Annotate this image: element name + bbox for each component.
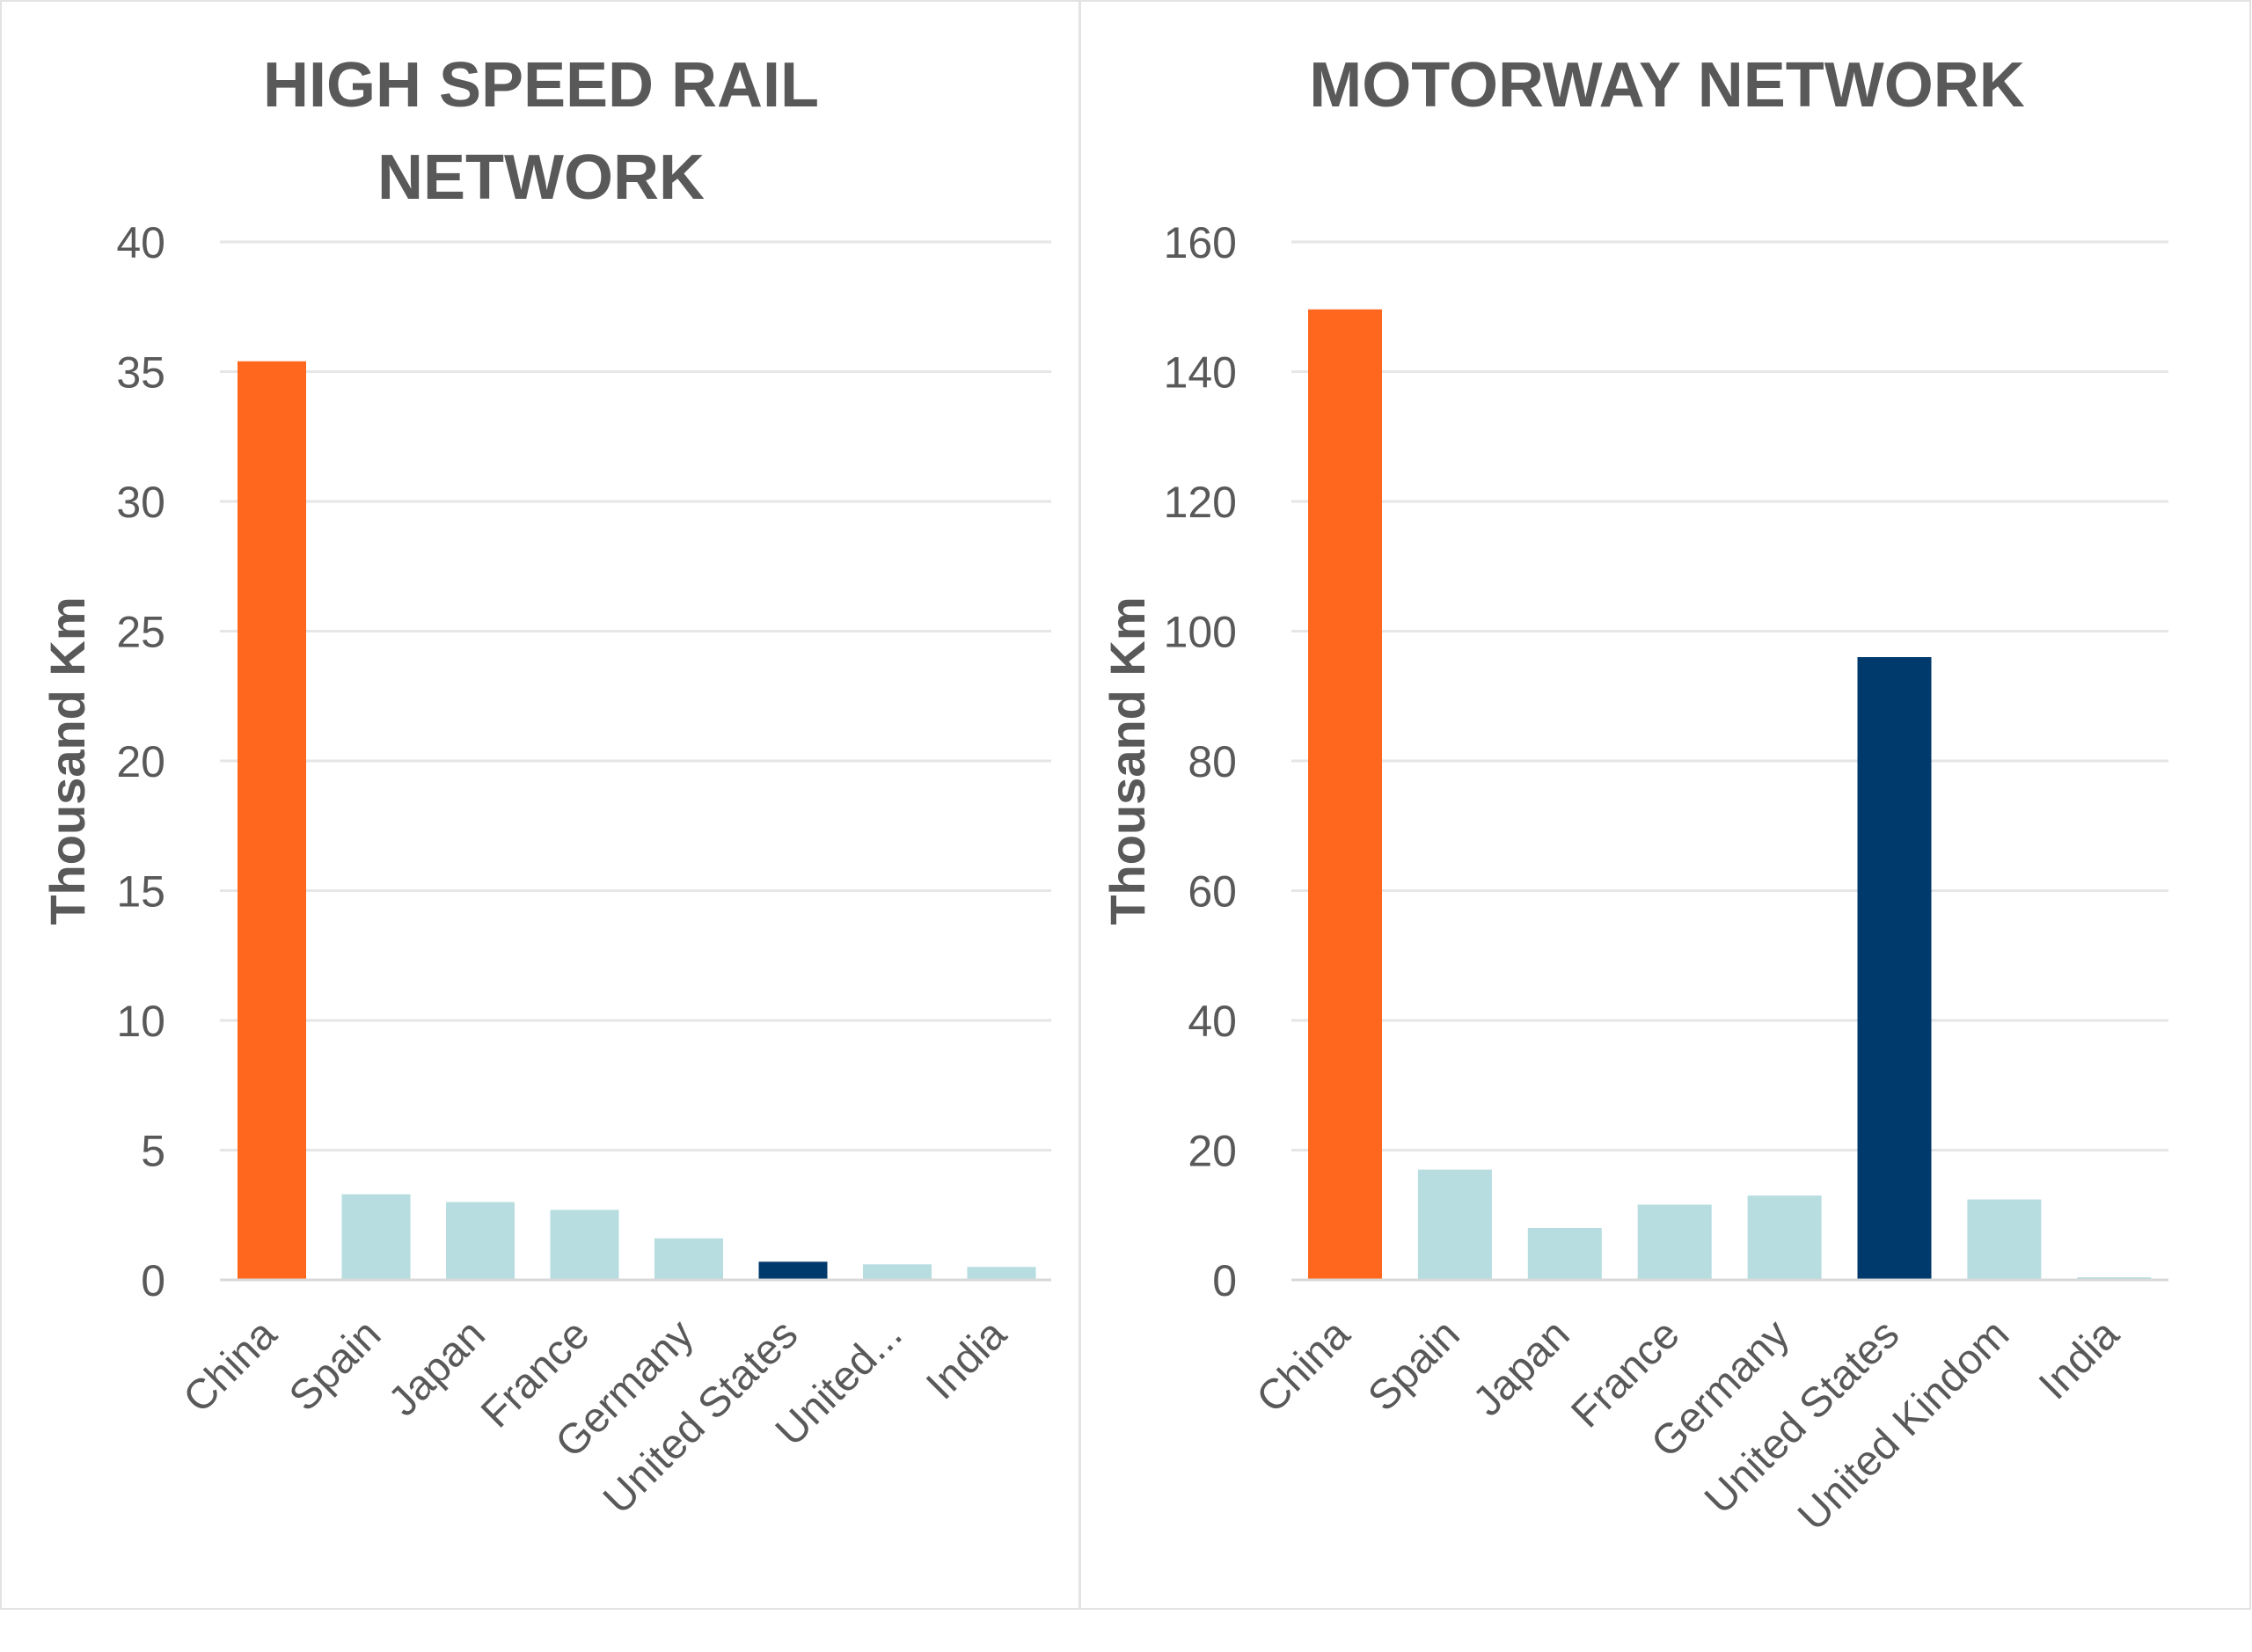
y-tick-label: 60 (1188, 867, 1237, 917)
y-axis-title: Thousand Km (40, 596, 95, 925)
y-tick-label: 0 (1212, 1256, 1237, 1305)
bar-united (863, 1264, 932, 1280)
y-tick-label: 5 (141, 1127, 165, 1176)
y-tick-label: 120 (1164, 478, 1237, 527)
y-tick-label: 25 (116, 608, 165, 657)
y-tick-label: 10 (116, 997, 165, 1046)
bar-india (967, 1267, 1036, 1280)
bar-china (238, 361, 306, 1281)
y-axis-ticks: 0 20 40 60 80 100 120 140 160 (1164, 218, 1237, 1305)
bar-spain (1417, 1169, 1492, 1280)
y-tick-label: 80 (1188, 737, 1237, 786)
y-tick-label: 20 (1188, 1127, 1237, 1176)
y-axis-title: Thousand Km (1100, 596, 1155, 925)
y-tick-label: 160 (1164, 218, 1237, 267)
y-tick-label: 40 (1188, 997, 1237, 1046)
y-tick-label: 100 (1164, 608, 1237, 657)
left-panel (0, 0, 1080, 1610)
bar-china (1308, 309, 1382, 1281)
chart-title-line-1: HIGH SPEED RAIL (263, 50, 819, 121)
bar-germany (1747, 1195, 1822, 1280)
y-tick-label: 35 (116, 348, 165, 398)
bar-france (550, 1210, 619, 1280)
y-tick-label: 140 (1164, 348, 1237, 398)
y-tick-label: 15 (116, 867, 165, 917)
bar-france (1637, 1204, 1712, 1280)
y-tick-label: 20 (116, 737, 165, 786)
y-tick-label: 0 (141, 1256, 165, 1305)
bar-united-states (1857, 657, 1932, 1280)
bar-japan (446, 1202, 515, 1280)
bars (1308, 309, 2152, 1281)
gridlines (220, 240, 1051, 1151)
bar-united-states (758, 1261, 828, 1280)
bar-germany (654, 1238, 723, 1280)
bars (238, 361, 1036, 1281)
y-tick-label: 30 (116, 478, 165, 527)
bar-united-kindom (1967, 1199, 2042, 1280)
chart-title-line-1: MOTORWAY NETWORK (1309, 50, 2024, 121)
bar-spain (341, 1194, 411, 1280)
chart-title-line-2: NETWORK (377, 143, 705, 213)
bar-japan (1527, 1228, 1602, 1280)
gridlines (1291, 240, 2168, 1151)
y-tick-label: 40 (116, 218, 165, 267)
y-axis-ticks: 0 5 10 15 20 25 30 35 40 (116, 218, 165, 1305)
right-panel (1079, 0, 2251, 1610)
